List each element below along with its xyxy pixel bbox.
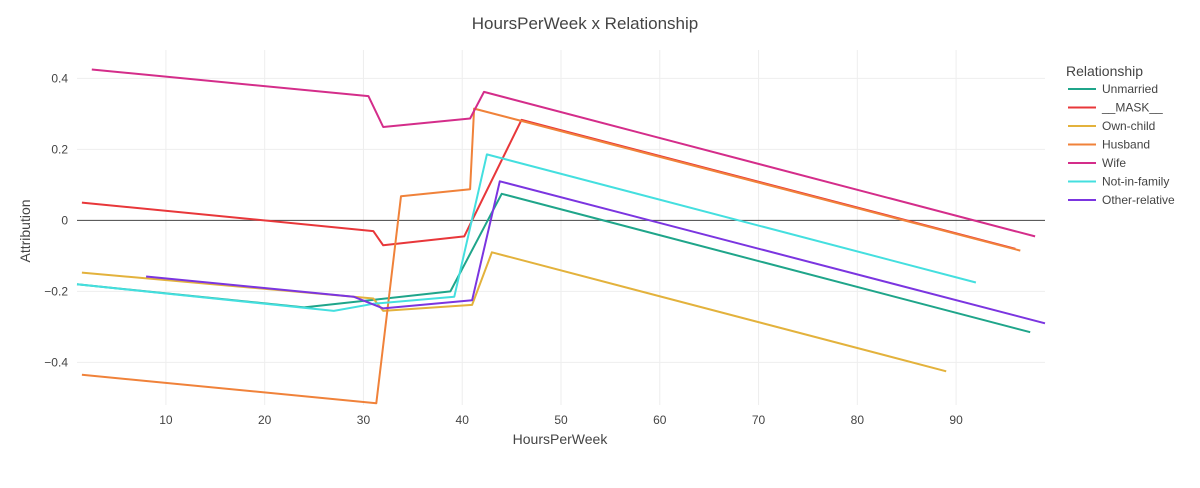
x-axis-label: HoursPerWeek — [513, 431, 609, 447]
legend: Relationship Unmarried __MASK__ Own-child H… — [1066, 63, 1175, 207]
legend-label: __MASK__ — [1101, 101, 1163, 115]
x-tick-label: 50 — [554, 413, 568, 427]
series-line-own-child — [81, 251, 947, 373]
legend-label: Unmarried — [1102, 82, 1158, 96]
x-tick-label: 20 — [258, 413, 272, 427]
y-tick-label: −0.4 — [44, 355, 68, 369]
legend-title: Relationship — [1066, 63, 1143, 79]
series-layer — [76, 68, 1046, 405]
x-tick-label: 90 — [949, 413, 963, 427]
tick-layer: 10 20 30 40 50 60 70 80 90 −0.4 −0.2 0 0.2 0.4 — [44, 71, 963, 427]
legend-item[interactable]: Unmarried — [1068, 82, 1158, 96]
y-tick-label: −0.2 — [44, 284, 68, 298]
legend-item[interactable]: Wife — [1068, 156, 1126, 170]
chart-title: HoursPerWeek x Relationship — [472, 14, 698, 33]
series-line-not-in-family — [76, 153, 977, 312]
y-axis-label: Attribution — [17, 199, 33, 262]
legend-label: Wife — [1102, 156, 1126, 170]
legend-label: Husband — [1102, 138, 1150, 152]
y-tick-label: 0.4 — [51, 71, 68, 85]
series-line-mask — [81, 118, 1016, 250]
series-line-husband — [81, 107, 1021, 405]
x-tick-label: 10 — [159, 413, 173, 427]
series-line-wife — [91, 68, 1036, 238]
y-tick-label: 0.2 — [51, 142, 68, 156]
legend-item[interactable]: Other-relative — [1068, 193, 1175, 207]
legend-item[interactable]: Own-child — [1068, 119, 1155, 133]
legend-item[interactable]: __MASK__ — [1068, 101, 1163, 115]
x-tick-label: 80 — [851, 413, 865, 427]
x-tick-label: 60 — [653, 413, 667, 427]
legend-item[interactable]: Husband — [1068, 138, 1150, 152]
series-line-other-relative — [146, 180, 1046, 325]
legend-label: Not-in-family — [1102, 175, 1169, 189]
x-tick-label: 30 — [357, 413, 371, 427]
x-tick-label: 40 — [456, 413, 470, 427]
legend-label: Own-child — [1102, 119, 1155, 133]
legend-items: Unmarried __MASK__ Own-child Husband Wife Not… — [1068, 82, 1175, 207]
legend-label: Other-relative — [1102, 193, 1175, 207]
legend-item[interactable]: Not-in-family — [1068, 175, 1169, 189]
x-tick-label: 70 — [752, 413, 766, 427]
y-tick-label: 0 — [61, 213, 68, 227]
grid-layer — [77, 50, 1045, 405]
